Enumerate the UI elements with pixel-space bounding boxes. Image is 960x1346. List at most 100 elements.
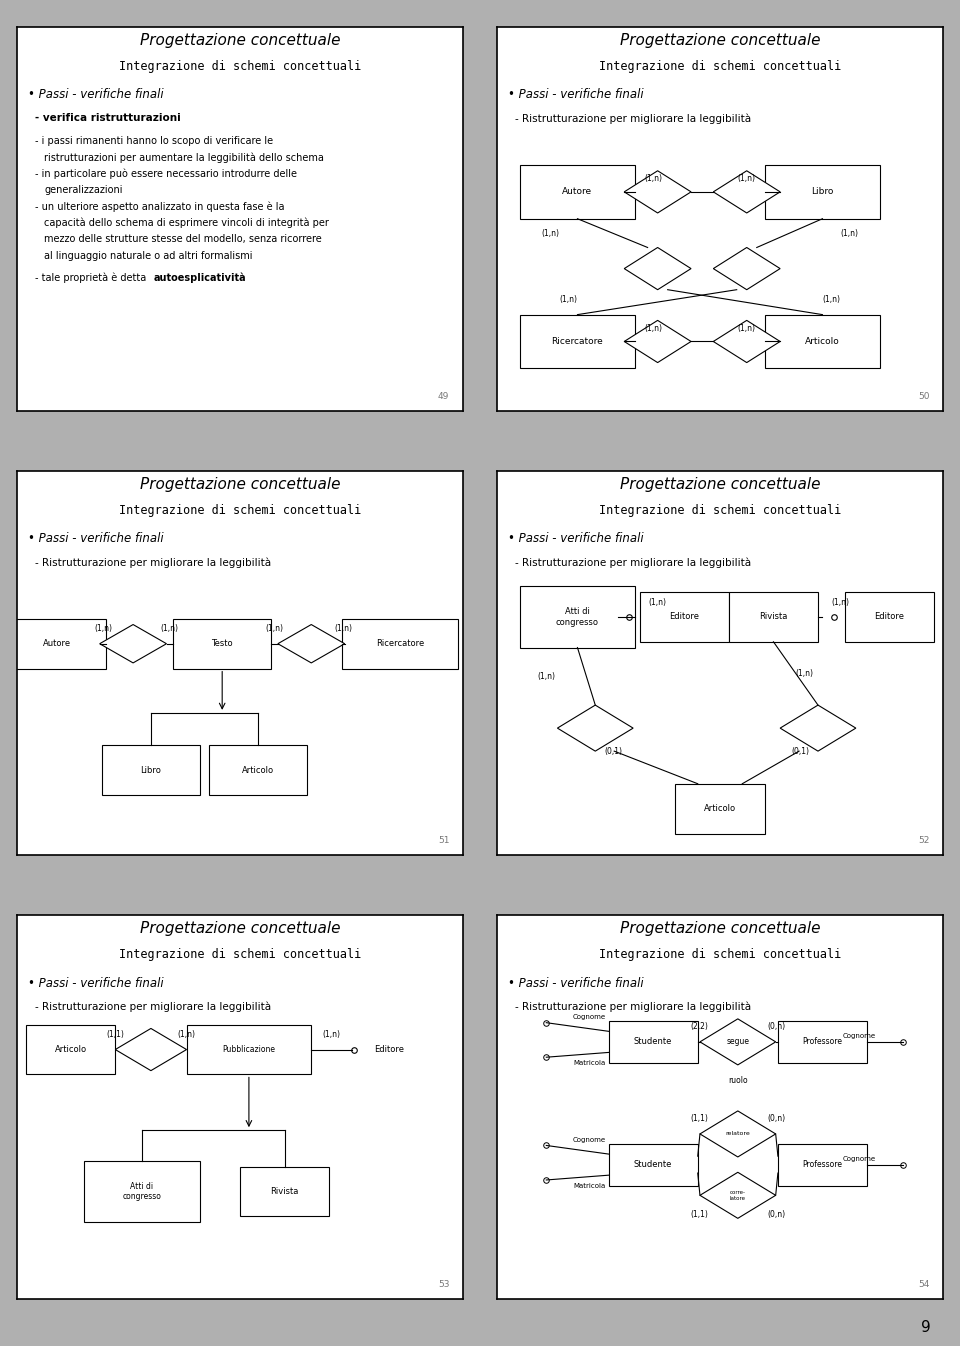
Bar: [845, 592, 934, 642]
Text: relatore: relatore: [726, 1132, 750, 1136]
Text: Professore: Professore: [803, 1038, 843, 1046]
Text: (1,1): (1,1): [690, 1114, 708, 1123]
Bar: [519, 315, 636, 369]
Text: Integrazione di schemi concettuali: Integrazione di schemi concettuali: [119, 59, 361, 73]
Text: Studente: Studente: [634, 1160, 672, 1170]
Text: - Ristrutturazione per migliorare la leggibilità: - Ristrutturazione per migliorare la leg…: [516, 557, 752, 568]
Text: generalizzazioni: generalizzazioni: [44, 186, 123, 195]
Text: • Passi - verifiche finali: • Passi - verifiche finali: [29, 89, 164, 101]
Text: al linguaggio naturale o ad altri formalismi: al linguaggio naturale o ad altri formal…: [44, 250, 252, 261]
Bar: [778, 1020, 867, 1063]
Text: • Passi - verifiche finali: • Passi - verifiche finali: [29, 533, 164, 545]
Text: (0,n): (0,n): [768, 1022, 786, 1031]
Text: (0,1): (0,1): [604, 747, 622, 755]
Text: Cognome: Cognome: [573, 1136, 606, 1143]
Text: Editore: Editore: [373, 1044, 403, 1054]
Polygon shape: [624, 171, 691, 213]
Bar: [639, 592, 729, 642]
Text: - in particolare può essere necessario introdurre delle: - in particolare può essere necessario i…: [36, 168, 297, 179]
Text: (1,n): (1,n): [831, 598, 850, 607]
Bar: [26, 1024, 115, 1074]
Text: (1,n): (1,n): [840, 229, 858, 238]
Text: Editore: Editore: [669, 612, 700, 622]
Polygon shape: [713, 171, 780, 213]
Text: - i passi rimanenti hanno lo scopo di verificare le: - i passi rimanenti hanno lo scopo di ve…: [36, 136, 274, 147]
Text: • Passi - verifiche finali: • Passi - verifiche finali: [509, 89, 644, 101]
Text: ruolo: ruolo: [728, 1075, 748, 1085]
Polygon shape: [100, 625, 166, 664]
Text: Atti di
congresso: Atti di congresso: [556, 607, 599, 627]
Text: Matricola: Matricola: [573, 1059, 605, 1066]
Text: Progettazione concettuale: Progettazione concettuale: [140, 921, 340, 935]
Text: (1,n): (1,n): [161, 625, 179, 633]
Bar: [778, 1144, 867, 1186]
Text: Progettazione concettuale: Progettazione concettuale: [620, 476, 820, 491]
Text: Libro: Libro: [140, 766, 161, 775]
Text: Testo: Testo: [211, 639, 233, 649]
Text: - tale proprietà è detta: - tale proprietà è detta: [36, 272, 150, 283]
Text: Cognome: Cognome: [843, 1156, 876, 1162]
Bar: [102, 746, 200, 795]
Text: (1,n): (1,n): [737, 323, 756, 332]
Polygon shape: [700, 1110, 776, 1158]
Text: Progettazione concettuale: Progettazione concettuale: [140, 32, 340, 47]
Text: Progettazione concettuale: Progettazione concettuale: [620, 32, 820, 47]
Text: (1,n): (1,n): [266, 625, 283, 633]
Text: Cognome: Cognome: [573, 1014, 606, 1020]
Text: (1,n): (1,n): [335, 625, 352, 633]
Polygon shape: [780, 705, 856, 751]
Text: Atti di
congresso: Atti di congresso: [123, 1182, 161, 1201]
Text: (1,n): (1,n): [94, 625, 112, 633]
Bar: [240, 1167, 329, 1217]
Text: • Passi - verifiche finali: • Passi - verifiche finali: [509, 977, 644, 989]
Bar: [764, 315, 880, 369]
Text: Studente: Studente: [634, 1038, 672, 1046]
Text: Integrazione di schemi concettuali: Integrazione di schemi concettuali: [119, 948, 361, 961]
Polygon shape: [700, 1019, 776, 1065]
Text: • Passi - verifiche finali: • Passi - verifiche finali: [29, 977, 164, 989]
Bar: [209, 746, 307, 795]
Text: Articolo: Articolo: [704, 804, 736, 813]
Text: Autore: Autore: [43, 639, 71, 649]
Polygon shape: [700, 1172, 776, 1218]
Text: Professore: Professore: [803, 1160, 843, 1170]
Text: Autore: Autore: [563, 187, 592, 197]
Bar: [676, 783, 764, 833]
Text: (0,n): (0,n): [768, 1210, 786, 1219]
Text: (1,n): (1,n): [560, 295, 578, 304]
Text: Ricercatore: Ricercatore: [376, 639, 424, 649]
Polygon shape: [713, 248, 780, 289]
Bar: [729, 592, 818, 642]
Bar: [764, 166, 880, 219]
Text: - Ristrutturazione per migliorare la leggibilità: - Ristrutturazione per migliorare la leg…: [516, 113, 752, 124]
Text: Matricola: Matricola: [573, 1183, 605, 1189]
Text: (1,n): (1,n): [649, 598, 666, 607]
Polygon shape: [277, 625, 345, 664]
Text: Cognome: Cognome: [843, 1034, 876, 1039]
Text: (1,n): (1,n): [644, 174, 662, 183]
Text: (1,n): (1,n): [823, 295, 840, 304]
Text: Articolo: Articolo: [55, 1044, 86, 1054]
Text: 54: 54: [918, 1280, 929, 1289]
Text: - verifica ristrutturazioni: - verifica ristrutturazioni: [36, 113, 180, 124]
Bar: [173, 619, 271, 669]
Bar: [609, 1020, 698, 1063]
Text: Integrazione di schemi concettuali: Integrazione di schemi concettuali: [599, 59, 841, 73]
Text: - Ristrutturazione per migliorare la leggibilità: - Ristrutturazione per migliorare la leg…: [516, 1001, 752, 1012]
Text: (1,n): (1,n): [541, 229, 560, 238]
Text: 50: 50: [918, 392, 929, 401]
Text: (1,n): (1,n): [737, 174, 756, 183]
Text: • Passi - verifiche finali: • Passi - verifiche finali: [509, 533, 644, 545]
Bar: [519, 166, 636, 219]
Text: corre-
latore: corre- latore: [730, 1190, 746, 1201]
Text: 52: 52: [918, 836, 929, 845]
Text: (1,n): (1,n): [538, 672, 555, 681]
Text: Progettazione concettuale: Progettazione concettuale: [620, 921, 820, 935]
Bar: [9, 619, 107, 669]
Text: (1,n): (1,n): [644, 323, 662, 332]
Text: ristrutturazioni per aumentare la leggibilità dello schema: ristrutturazioni per aumentare la leggib…: [44, 152, 324, 163]
Text: Rivista: Rivista: [271, 1187, 299, 1197]
Bar: [519, 587, 636, 647]
Text: Articolo: Articolo: [805, 336, 840, 346]
Text: Editore: Editore: [875, 612, 904, 622]
